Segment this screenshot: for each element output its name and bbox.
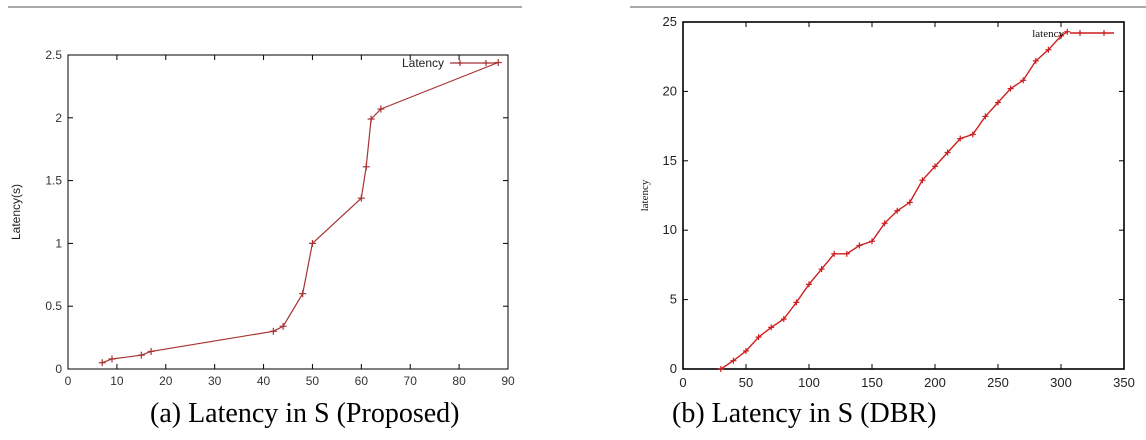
- x-tick-label: 80: [452, 374, 466, 388]
- x-tick-label: 0: [65, 374, 72, 388]
- data-point-marker: [367, 115, 375, 123]
- data-point-marker: [806, 281, 812, 288]
- x-tick-label: 30: [208, 374, 222, 388]
- data-point-marker: [279, 322, 287, 330]
- data-point-marker: [793, 299, 800, 306]
- y-tick-label: 1: [55, 236, 62, 250]
- x-tick-label: 70: [404, 374, 418, 388]
- x-tick-label: 40: [257, 374, 271, 388]
- y-axis-label: Latency(s): [9, 184, 23, 240]
- series-line: [720, 31, 1068, 370]
- y-tick-label: 0: [670, 361, 677, 376]
- y-tick-label: 0: [55, 362, 62, 376]
- data-point-marker: [1032, 57, 1039, 64]
- chart-dbr-svg: 0 50 100 150 200 250 300 350 0 5 10 15 20 25 latency la…: [630, 6, 1146, 390]
- legend-marker: [1101, 30, 1107, 36]
- x-tick-label: 20: [159, 374, 173, 388]
- data-point-marker: [869, 238, 875, 245]
- data-point-marker: [730, 357, 737, 364]
- data-point-marker: [957, 135, 964, 142]
- y-tick-label: 15: [663, 153, 677, 168]
- y-tick-label: 2.5: [45, 48, 62, 62]
- plot-border: [67, 54, 509, 370]
- data-point-marker: [919, 177, 926, 184]
- data-point-marker: [818, 266, 825, 273]
- data-point-marker: [894, 207, 901, 214]
- y-tick-label: 5: [670, 292, 677, 307]
- chart-proposed-svg: 0 10 20 30 40 50 60 70 80 90 0 0.5 1 1.5 2 2.5 Latency(s…: [8, 6, 522, 388]
- x-tick-label: 300: [1050, 375, 1072, 390]
- chart-panel-dbr: 0 50 100 150 200 250 300 350 0 5 10 15 20 25 latency la…: [586, 0, 1146, 400]
- legend-label: latency: [1032, 28, 1064, 40]
- y-axis-label: latency: [639, 179, 651, 211]
- caption-dbr: (b) Latency in S (DBR): [672, 398, 937, 429]
- data-point-marker: [1058, 32, 1064, 39]
- data-point-marker: [308, 239, 316, 247]
- caption-proposed: (a) Latency in S (Proposed): [150, 398, 460, 429]
- x-tick-label: 350: [1113, 375, 1135, 390]
- x-tick-label: 50: [739, 375, 753, 390]
- y-tick-label: 2: [55, 111, 62, 125]
- data-point-marker: [768, 324, 775, 331]
- y-tick-label: 10: [663, 222, 677, 237]
- data-point-marker: [357, 194, 365, 202]
- legend-marker: [483, 60, 489, 66]
- x-tick-label: 150: [861, 375, 883, 390]
- data-point-marker: [98, 359, 106, 367]
- data-point-marker: [881, 220, 888, 227]
- legend-marker: [457, 60, 463, 66]
- data-point-marker: [1007, 85, 1014, 92]
- legend-marker: [1077, 30, 1083, 36]
- chart-panel-proposed: 0 10 20 30 40 50 60 70 80 90 0 0.5 1 1.5 2 2.5 Latency(s…: [0, 0, 560, 400]
- y-tick-label: 20: [663, 83, 677, 98]
- data-point-marker: [856, 242, 863, 249]
- data-point-marker: [969, 131, 976, 138]
- x-tick-label: 100: [798, 375, 820, 390]
- data-point-marker: [755, 334, 762, 341]
- data-point-marker: [982, 113, 989, 120]
- data-point-marker: [362, 163, 370, 171]
- data-point-marker: [1064, 28, 1071, 35]
- data-point-marker: [137, 351, 145, 359]
- legend-label: Latency: [402, 56, 444, 70]
- x-tick-label: 10: [110, 374, 124, 388]
- data-point-marker: [377, 105, 385, 113]
- x-tick-label: 250: [987, 375, 1009, 390]
- data-point-marker: [147, 347, 155, 355]
- data-point-marker: [906, 199, 913, 206]
- data-point-marker: [269, 327, 277, 335]
- data-point-marker: [743, 347, 749, 354]
- plot-border: [682, 21, 1125, 370]
- series-line: [101, 61, 499, 364]
- data-point-marker: [843, 250, 850, 257]
- x-tick-label: 0: [679, 375, 686, 390]
- x-tick-label: 200: [924, 375, 946, 390]
- data-point-marker: [108, 355, 116, 363]
- data-point-marker: [717, 366, 724, 372]
- y-tick-label: 0.5: [45, 299, 62, 313]
- data-point-marker: [831, 250, 838, 257]
- data-point-marker: [932, 163, 938, 170]
- data-point-marker: [995, 99, 1001, 106]
- data-point-marker: [1020, 77, 1027, 84]
- x-tick-label: 50: [306, 374, 320, 388]
- data-point-marker: [780, 316, 787, 323]
- y-tick-label: 25: [663, 14, 677, 29]
- x-tick-label: 90: [501, 374, 515, 388]
- data-point-marker: [1045, 46, 1052, 53]
- x-tick-label: 60: [355, 374, 369, 388]
- data-point-marker: [944, 149, 951, 156]
- y-tick-label: 1.5: [45, 174, 62, 188]
- data-point-marker: [299, 290, 307, 298]
